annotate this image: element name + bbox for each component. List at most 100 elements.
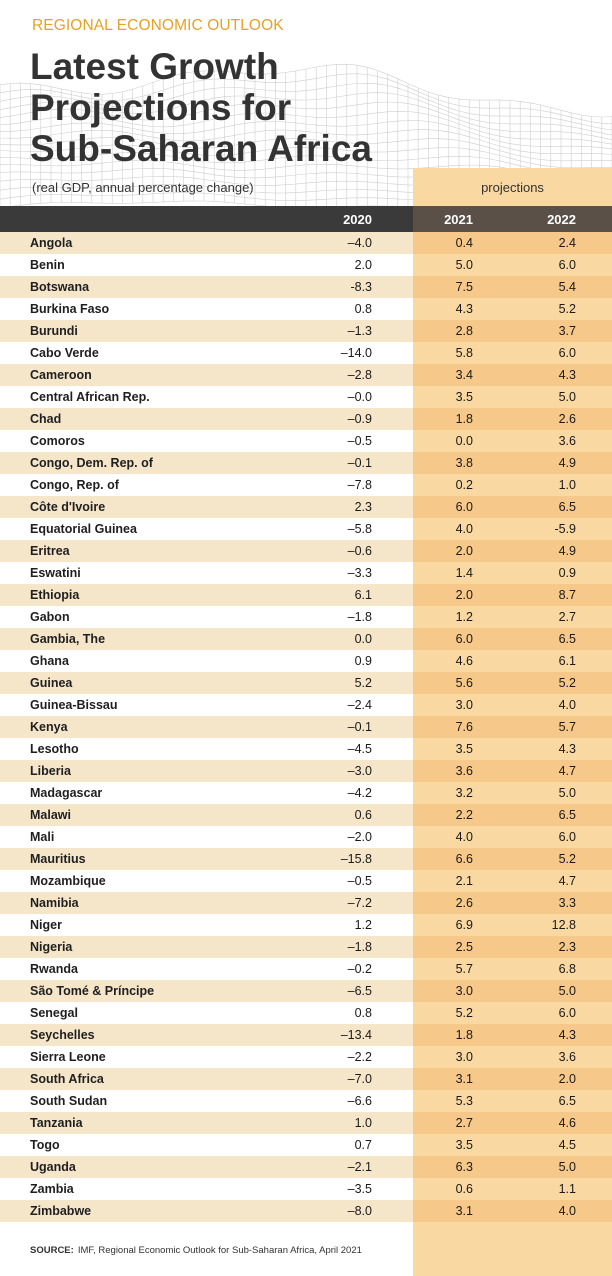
- value-2021: 3.0: [455, 698, 473, 712]
- value-2022: 12.8: [551, 918, 576, 932]
- table-row: Liberia –3.0 3.6 4.7: [0, 760, 612, 782]
- value-2022: 8.7: [558, 588, 576, 602]
- value-2020: –7.8: [347, 478, 372, 492]
- terrain-mesh-lines: [0, 63, 612, 208]
- table-row: Nigeria –1.8 2.5 2.3: [0, 936, 612, 958]
- country-name: Namibia: [30, 896, 79, 910]
- value-2020: –14.0: [340, 346, 372, 360]
- value-2021: 1.8: [455, 412, 473, 426]
- value-2021: 1.4: [455, 566, 473, 580]
- source-note: SOURCE: IMF, Regional Economic Outlook fo…: [30, 1245, 362, 1256]
- value-2020: –4.5: [347, 742, 372, 756]
- value-2020: 6.1: [354, 588, 372, 602]
- country-name: Gambia, The: [30, 632, 106, 646]
- value-2021: 6.6: [455, 852, 473, 866]
- value-2022: 5.2: [558, 676, 576, 690]
- projection-cell-shade: [413, 1134, 612, 1156]
- projection-cell-shade: [413, 364, 612, 386]
- value-2020: –0.1: [347, 456, 372, 470]
- value-2020: 2.0: [354, 258, 372, 272]
- table-row: Sierra Leone –2.2 3.0 3.6: [0, 1046, 612, 1068]
- value-2021: 7.5: [455, 280, 473, 294]
- projection-cell-shade: [413, 936, 612, 958]
- table-row: Burundi –1.3 2.8 3.7: [0, 320, 612, 342]
- table-row: Equatorial Guinea –5.8 4.0 -5.9: [0, 518, 612, 540]
- value-2020: 1.2: [354, 918, 372, 932]
- value-2021: 4.0: [455, 830, 473, 844]
- value-2020: –0.0: [347, 390, 372, 404]
- table-row: Guinea 5.2 5.6 5.2: [0, 672, 612, 694]
- value-2022: 2.0: [558, 1072, 576, 1086]
- table-header-row: 2020 2021 2022: [0, 206, 612, 232]
- country-name: Mali: [30, 830, 55, 844]
- value-2021: 3.4: [455, 368, 473, 382]
- country-name: Tanzania: [30, 1116, 83, 1130]
- value-2020: –8.0: [347, 1204, 372, 1218]
- country-name: Central African Rep.: [30, 390, 150, 404]
- source-label: SOURCE:: [30, 1245, 74, 1256]
- country-name: Mauritius: [30, 852, 86, 866]
- source-text: IMF, Regional Economic Outlook for Sub-S…: [77, 1245, 362, 1256]
- projection-cell-shade: [413, 540, 612, 562]
- projection-cell-shade: [413, 958, 612, 980]
- country-name: Botswana: [30, 280, 90, 294]
- title-line-3: Sub-Saharan Africa: [30, 128, 372, 169]
- table-row: Ghana 0.9 4.6 6.1: [0, 650, 612, 672]
- value-2021: 7.6: [455, 720, 473, 734]
- country-name: South Africa: [30, 1072, 104, 1086]
- projection-cell-shade: [413, 1156, 612, 1178]
- projection-cell-shade: [413, 386, 612, 408]
- column-header-2020: 2020: [343, 212, 372, 227]
- table-row: Congo, Rep. of –7.8 0.2 1.0: [0, 474, 612, 496]
- projection-cell-shade: [413, 584, 612, 606]
- country-name: Kenya: [30, 720, 68, 734]
- value-2021: 2.2: [455, 808, 473, 822]
- value-2021: 3.0: [455, 1050, 473, 1064]
- table-row: Zambia –3.5 0.6 1.1: [0, 1178, 612, 1200]
- report-series-label: REGIONAL ECONOMIC OUTLOOK: [32, 17, 284, 34]
- table-row: Cabo Verde –14.0 5.8 6.0: [0, 342, 612, 364]
- value-2020: –3.5: [347, 1182, 372, 1196]
- value-2022: 6.0: [558, 346, 576, 360]
- value-2021: 4.3: [455, 302, 473, 316]
- table-row: Mauritius –15.8 6.6 5.2: [0, 848, 612, 870]
- value-2021: 4.0: [455, 522, 473, 536]
- projection-cell-shade: [413, 1090, 612, 1112]
- country-name: Zambia: [30, 1182, 74, 1196]
- table-row: South Africa –7.0 3.1 2.0: [0, 1068, 612, 1090]
- projection-cell-shade: [413, 738, 612, 760]
- column-header-2022: 2022: [547, 212, 576, 227]
- value-2022: 3.6: [558, 1050, 576, 1064]
- projection-cell-shade: [413, 1112, 612, 1134]
- country-name: Comoros: [30, 434, 85, 448]
- country-name: Guinea-Bissau: [30, 698, 118, 712]
- country-name: Madagascar: [30, 786, 103, 800]
- table-row: Côte d'Ivoire 2.3 6.0 6.5: [0, 496, 612, 518]
- value-2022: 5.0: [558, 984, 576, 998]
- country-name: Chad: [30, 412, 62, 426]
- value-2022: 1.0: [558, 478, 576, 492]
- value-2022: 4.6: [558, 1116, 576, 1130]
- projection-cell-shade: [413, 606, 612, 628]
- country-name: Nigeria: [30, 940, 73, 954]
- projection-cell-shade: [413, 870, 612, 892]
- value-2021: 2.0: [455, 544, 473, 558]
- table-row: Central African Rep. –0.0 3.5 5.0: [0, 386, 612, 408]
- page-title: Latest Growth Projections for Sub-Sahara…: [30, 46, 450, 169]
- value-2020: –1.8: [347, 610, 372, 624]
- table-row: Niger 1.2 6.9 12.8: [0, 914, 612, 936]
- value-2021: 0.2: [455, 478, 473, 492]
- value-2022: 5.0: [558, 786, 576, 800]
- value-2022: 4.7: [558, 874, 576, 888]
- terrain-mesh-background: [0, 63, 612, 208]
- value-2021: 6.9: [455, 918, 473, 932]
- country-name: Cabo Verde: [30, 346, 99, 360]
- title-line-1: Latest Growth: [30, 46, 279, 87]
- table-row: Mozambique –0.5 2.1 4.7: [0, 870, 612, 892]
- projection-cell-shade: [413, 276, 612, 298]
- table-row: Tanzania 1.0 2.7 4.6: [0, 1112, 612, 1134]
- projection-cell-shade: [413, 716, 612, 738]
- country-name: Eswatini: [30, 566, 81, 580]
- country-name: Congo, Dem. Rep. of: [30, 456, 153, 470]
- value-2022: 5.0: [558, 1160, 576, 1174]
